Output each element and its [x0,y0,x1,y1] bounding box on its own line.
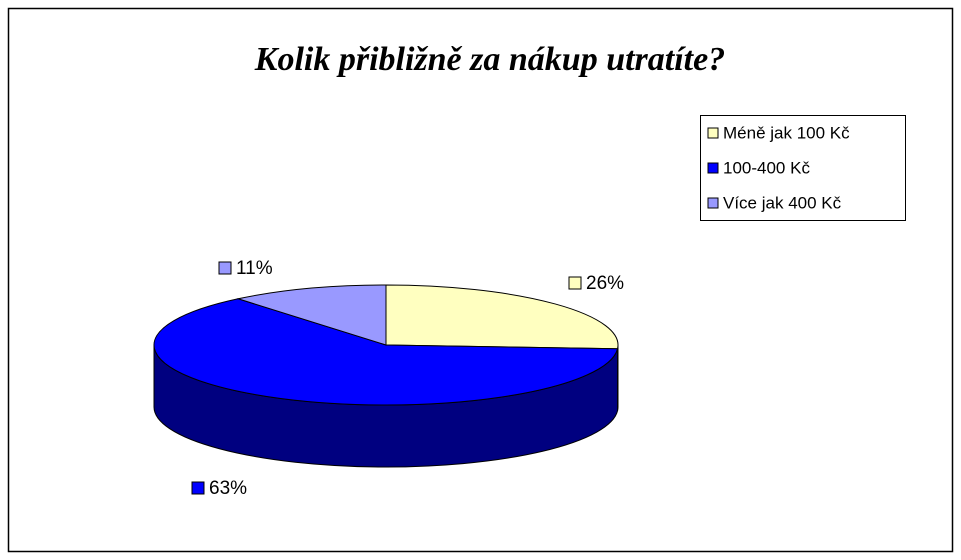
data-label: 11% [236,258,273,279]
legend-swatch [707,127,719,139]
label-swatch [568,276,582,290]
legend-label: 100-400 Kč [723,158,810,177]
chart-title: Kolik přibližně za nákup utratíte? [254,41,725,78]
label-swatch [218,261,232,275]
legend-swatch [707,162,719,174]
label-swatch [191,481,205,495]
legend-swatch [707,197,719,209]
legend-label: Méně jak 100 Kč [723,123,850,142]
slice [236,284,387,346]
data-label: 26% [586,273,624,294]
slice [153,298,619,406]
chart-frame [7,7,954,553]
data-label: 63% [209,478,247,499]
slice [385,284,619,350]
legend-label: Více jak 400 Kč [723,193,842,212]
legend-box [700,115,906,221]
